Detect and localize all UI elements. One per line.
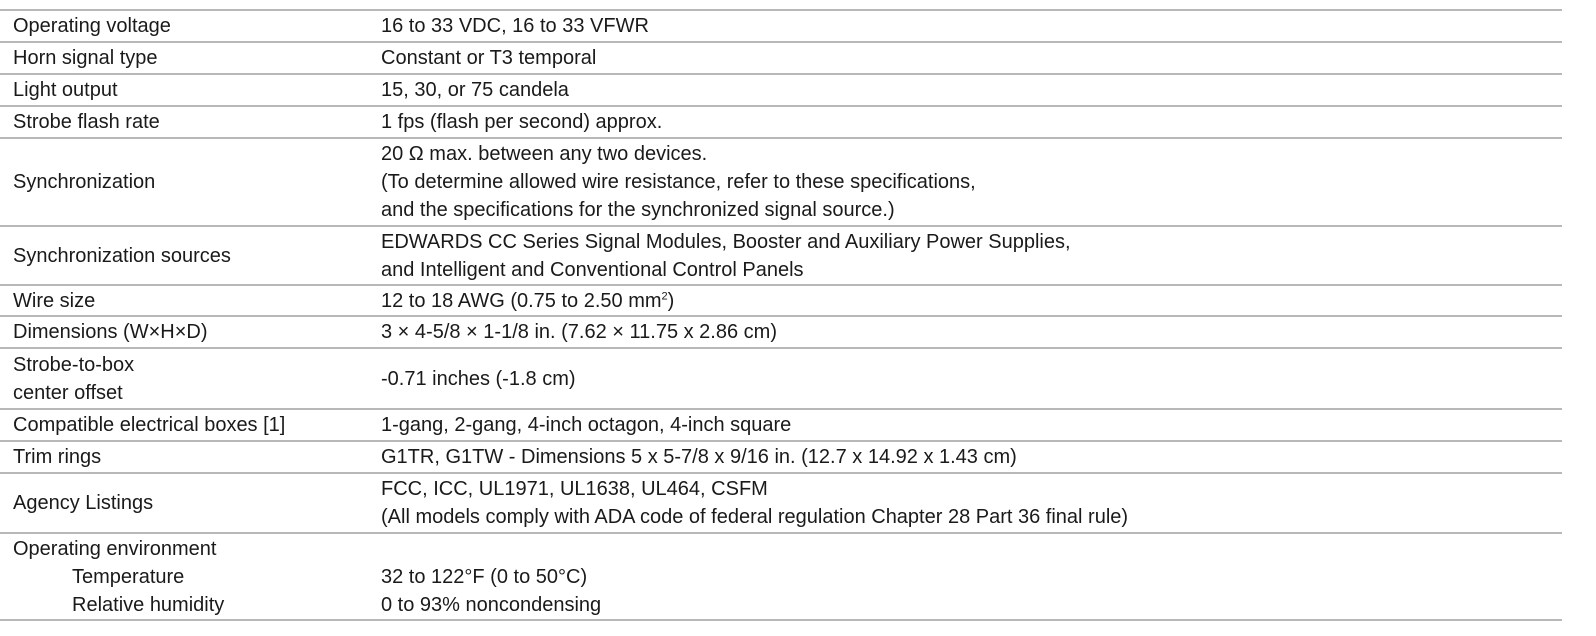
row-label: Strobe-to-box center offset xyxy=(13,353,135,404)
table-row: Operating environment Temperature Relati… xyxy=(0,532,1562,621)
row-value: 15, 30, or 75 candela xyxy=(381,79,569,101)
row-label: Dimensions (W×H×D) xyxy=(13,321,208,343)
row-label: Horn signal type xyxy=(13,47,158,69)
row-value: G1TR, G1TW - Dimensions 5 x 5-7/8 x 9/16… xyxy=(381,446,1017,468)
row-label: Strobe flash rate xyxy=(13,111,160,133)
row-label: Synchronization xyxy=(13,171,156,193)
row-value: 20 Ω max. between any two devices. (To d… xyxy=(381,143,976,221)
table-row: Light output 15, 30, or 75 candela xyxy=(0,73,1562,105)
table-row: Trim rings G1TR, G1TW - Dimensions 5 x 5… xyxy=(0,440,1562,472)
row-value: 16 to 33 VDC, 16 to 33 VFWR xyxy=(381,15,649,37)
row-value: Constant or T3 temporal xyxy=(381,47,597,69)
table-row: Synchronization sources EDWARDS CC Serie… xyxy=(0,225,1562,284)
table-row: Dimensions (W×H×D) 3 × 4-5/8 × 1-1/8 in.… xyxy=(0,315,1562,347)
table-row: Strobe-to-box center offset -0.71 inches… xyxy=(0,347,1562,408)
table-row: Agency Listings FCC, ICC, UL1971, UL1638… xyxy=(0,472,1562,532)
row-value: 32 to 122°F (0 to 50°C) 0 to 93% noncond… xyxy=(381,565,602,616)
row-value: 3 × 4-5/8 × 1-1/8 in. (7.62 × 11.75 x 2.… xyxy=(381,321,777,343)
row-label: Compatible electrical boxes [1] xyxy=(13,414,286,436)
row-value: 1-gang, 2-gang, 4-inch octagon, 4-inch s… xyxy=(381,414,792,436)
table-row: Wire size 12 to 18 AWG (0.75 to 2.50 mm2… xyxy=(0,284,1562,315)
row-label: Light output xyxy=(13,79,118,101)
row-label: Trim rings xyxy=(13,446,102,468)
row-label: Synchronization sources xyxy=(13,244,231,267)
row-label: Agency Listings xyxy=(13,492,154,514)
row-value: 12 to 18 AWG (0.75 to 2.50 mm2) xyxy=(381,289,675,312)
row-value: EDWARDS CC Series Signal Modules, Booste… xyxy=(381,230,1071,281)
table-row: Compatible electrical boxes [1] 1-gang, … xyxy=(0,408,1562,440)
row-value: -0.71 inches (-1.8 cm) xyxy=(381,367,576,390)
table-row: Synchronization 20 Ω max. between any tw… xyxy=(0,137,1562,225)
row-label: Operating voltage xyxy=(13,15,171,37)
row-label: Operating environment Temperature Relati… xyxy=(13,537,225,616)
row-label: Wire size xyxy=(13,289,96,312)
spec-table: Operating voltage 16 to 33 VDC, 16 to 33… xyxy=(0,9,1562,621)
row-value: FCC, ICC, UL1971, UL1638, UL464, CSFM (A… xyxy=(381,478,1129,528)
table-row: Horn signal type Constant or T3 temporal xyxy=(0,41,1562,73)
table-row: Strobe flash rate 1 fps (flash per secon… xyxy=(0,105,1562,137)
row-value: 1 fps (flash per second) approx. xyxy=(381,111,663,133)
table-row: Operating voltage 16 to 33 VDC, 16 to 33… xyxy=(0,9,1562,41)
